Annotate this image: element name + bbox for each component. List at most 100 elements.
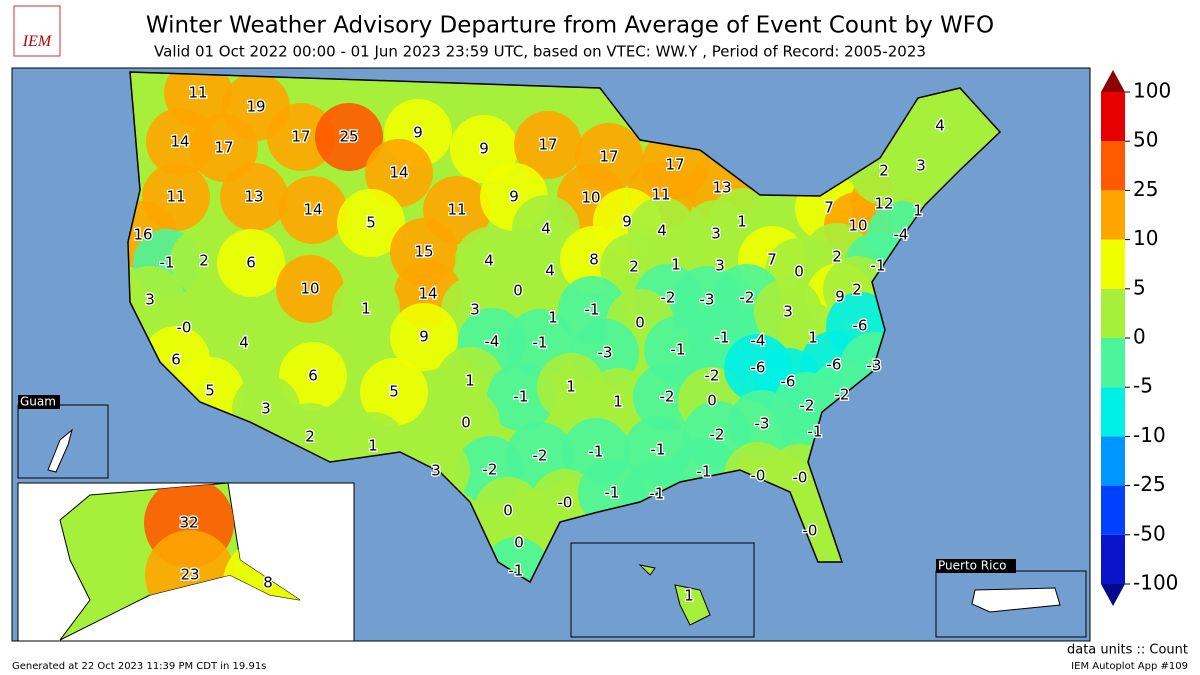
logo: IEM xyxy=(22,33,53,50)
colorbar-tick-label: -100 xyxy=(1133,571,1178,595)
wfo-value: 3 xyxy=(470,301,480,319)
wfo-value: 1 xyxy=(566,378,576,396)
wfo-value: -2 xyxy=(533,447,548,465)
wfo-value: 3 xyxy=(145,291,155,309)
wfo-value: 1 xyxy=(465,372,475,390)
wfo-value: 9 xyxy=(509,188,519,206)
colorbar-tick-label: 25 xyxy=(1133,177,1158,201)
wfo-value: -6 xyxy=(827,356,842,374)
hawaii-land xyxy=(638,564,711,626)
wfo-region xyxy=(220,163,288,231)
wfo-value: 13 xyxy=(712,179,731,197)
logo-box xyxy=(13,5,61,57)
wfo-value: 1 xyxy=(737,213,747,231)
wfo-value: 5 xyxy=(389,383,399,401)
wfo-value: 3 xyxy=(715,257,725,275)
wfo-value: -0 xyxy=(751,467,766,485)
wfo-value: 4 xyxy=(239,334,249,352)
wfo-value: -3 xyxy=(598,344,613,362)
wfo-value: 1 xyxy=(808,329,818,347)
wfo-value: 11 xyxy=(651,186,670,204)
colorbar-tick-label: -5 xyxy=(1133,374,1153,398)
wfo-value: -1 xyxy=(651,441,666,459)
wfo-value: -4 xyxy=(894,226,909,244)
wfo-value: -1 xyxy=(715,329,730,347)
wfo-value: 14 xyxy=(303,201,322,219)
wfo-value: 5 xyxy=(205,382,215,400)
wfo-value: -1 xyxy=(650,485,665,503)
wfo-region xyxy=(210,309,278,377)
wfo-value: -0 xyxy=(803,522,818,540)
wfo-value: 32 xyxy=(179,514,198,532)
guam-land xyxy=(47,428,73,473)
wfo-value: 10 xyxy=(848,217,867,235)
wfo-value: 0 xyxy=(707,392,717,410)
wfo-value: 2 xyxy=(852,281,862,299)
wfo-region xyxy=(332,275,400,343)
wfo-value: 6 xyxy=(246,254,256,272)
wfo-value: 17 xyxy=(291,128,310,146)
wfo-value: 7 xyxy=(824,199,834,217)
wfo-value: 2 xyxy=(305,428,315,446)
wfo-value: 2 xyxy=(629,258,639,276)
wfo-value: -2 xyxy=(835,386,850,404)
wfo-value: 5 xyxy=(366,214,376,232)
pr-tag xyxy=(936,559,1016,573)
wfo-value: 7 xyxy=(767,251,777,269)
colorbar-bin xyxy=(1101,288,1125,338)
wfo-value: 8 xyxy=(589,251,599,269)
wfo-value: 9 xyxy=(835,288,845,306)
wfo-value: 14 xyxy=(418,285,437,303)
wfo-region xyxy=(315,103,383,171)
wfo-value: 4 xyxy=(541,220,551,238)
wfo-value: 10 xyxy=(300,280,319,298)
wfo-region xyxy=(337,189,405,257)
wfo-value: 0 xyxy=(461,414,471,432)
wfo-value: 0 xyxy=(635,314,645,332)
wfo-value: -4 xyxy=(751,332,766,350)
wfo-value: 11 xyxy=(447,201,466,219)
wfo-value: 9 xyxy=(479,140,489,158)
wfo-value: -2 xyxy=(710,426,725,444)
wfo-value: 1 xyxy=(913,202,923,220)
wfo-value: -2 xyxy=(800,397,815,415)
wfo-value: -6 xyxy=(781,373,796,391)
wfo-value: 17 xyxy=(538,136,557,154)
wfo-value: -1 xyxy=(509,562,524,580)
wfo-value: 4 xyxy=(484,252,494,270)
wfo-value: -0 xyxy=(793,469,808,487)
colorbar-tick-label: -25 xyxy=(1133,472,1166,496)
subtitle: Valid 01 Oct 2022 00:00 - 01 Jun 2023 23… xyxy=(154,43,926,61)
wfo-value: 1 xyxy=(368,437,378,455)
wfo-value: -2 xyxy=(661,289,676,307)
wfo-value: 1 xyxy=(613,393,623,411)
colorbar-bin xyxy=(1101,534,1125,584)
wfo-region xyxy=(514,111,582,179)
colorbar-tick-label: 100 xyxy=(1133,79,1171,103)
wfo-value: 14 xyxy=(389,164,408,182)
wfo-region xyxy=(190,114,258,182)
wfo-value: -2 xyxy=(483,461,498,479)
wfo-value: 2 xyxy=(199,252,209,270)
wfo-value: -1 xyxy=(697,463,712,481)
wfo-value: -6 xyxy=(751,359,766,377)
colorbar-tick-label: 0 xyxy=(1133,325,1146,349)
wfo-value: 11 xyxy=(188,84,207,102)
wfo-value: 11 xyxy=(166,188,185,206)
wfo-value: -3 xyxy=(755,415,770,433)
wfo-region xyxy=(906,92,974,160)
wfo-value: 0 xyxy=(503,502,513,520)
wfo-value: 3 xyxy=(783,303,793,321)
wfo-region xyxy=(360,358,428,426)
hawaii-inset xyxy=(570,542,755,638)
wfo-value: 3 xyxy=(711,225,721,243)
wfo-value: -1 xyxy=(671,341,686,359)
wfo-region xyxy=(276,255,344,323)
us-outline xyxy=(127,71,1002,584)
wfo-value: 3 xyxy=(916,157,926,175)
wfo-value: -6 xyxy=(853,317,868,335)
wfo-value: 9 xyxy=(413,124,423,142)
